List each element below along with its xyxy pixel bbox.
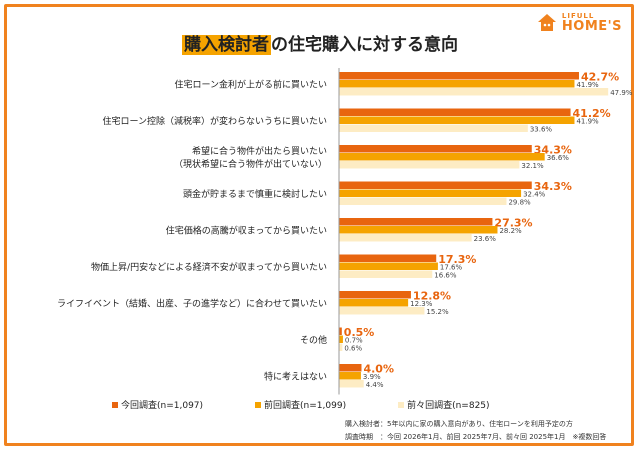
data-label: 41.2% — [573, 107, 611, 120]
bar-before-previous — [339, 124, 528, 132]
bar-previous — [339, 189, 522, 197]
legend-item-current: 今回調査(n=1,097) — [112, 398, 203, 411]
data-label: 41.9% — [576, 81, 599, 89]
legend-label-current: 今回調査(n=1,097) — [121, 401, 204, 411]
category-label: その他 — [300, 334, 327, 346]
bar-current — [339, 327, 342, 335]
data-label: 33.6% — [530, 126, 553, 134]
data-label: 36.6% — [547, 154, 570, 162]
title-highlight: 購入検討者 — [182, 35, 271, 55]
bar-previous — [339, 116, 575, 124]
data-label: 17.6% — [440, 264, 463, 272]
bar-current — [339, 364, 362, 372]
bar-previous — [339, 262, 438, 270]
chart-frame — [4, 4, 634, 446]
data-label: 3.9% — [363, 373, 381, 381]
bar-before-previous — [339, 234, 472, 242]
data-label: 27.3% — [494, 217, 532, 230]
note-survey-period: 調査時期 ：今回 2026年1月、前回 2025年7月、前々回 2025年1月 … — [345, 433, 607, 441]
category-label: 住宅ローン金利が上がる前に買いたい — [174, 78, 327, 90]
bar-current — [339, 108, 571, 116]
data-label: 15.2% — [426, 308, 449, 316]
data-label: 32.4% — [523, 191, 546, 199]
footnotes: 購入検討者：5年以内に家の購入意向があり、住宅ローンを利用予定の方 調査時期 ：… — [345, 418, 606, 444]
category-label: 物価上昇/円安などによる経済不安が収まってから買いたい — [91, 261, 327, 273]
bar-before-previous — [339, 343, 343, 351]
bar-previous — [339, 80, 575, 88]
bar-current — [339, 145, 532, 153]
brand-small: LIFULL — [561, 12, 595, 20]
data-label: 34.3% — [534, 180, 572, 193]
bar-current — [339, 72, 579, 80]
category-label: 住宅価格の高騰が収まってから買いたい — [166, 224, 327, 236]
brand-big: HOME'S — [561, 19, 622, 34]
bar-previous — [339, 299, 409, 307]
bar-current — [339, 181, 532, 189]
bar-current — [339, 218, 493, 226]
legend-label-previous: 前回調査(n=1,099) — [264, 401, 347, 411]
category-label: 特に考えはない — [264, 370, 327, 382]
data-label: 4.4% — [366, 381, 384, 389]
legend-swatch-current — [112, 401, 118, 408]
bar-previous — [339, 372, 361, 380]
category-label: （現状希望に合う物件が出ていない） — [174, 158, 327, 170]
category-label: 住宅ローン控除（減税率）が変わらないうちに買いたい — [102, 115, 327, 127]
data-label: 42.7% — [581, 71, 619, 84]
data-label: 32.1% — [521, 162, 544, 170]
data-label: 12.8% — [413, 290, 451, 303]
legend-swatch-previous — [255, 401, 262, 408]
data-label: 28.2% — [499, 227, 522, 235]
bar-before-previous — [339, 197, 507, 205]
category-label: 希望に合う物件が出たら買いたい — [192, 145, 327, 157]
data-label: 47.9% — [610, 89, 633, 97]
bar-previous — [339, 226, 498, 234]
bar-current — [339, 254, 437, 262]
data-label: 16.6% — [434, 272, 457, 280]
bar-before-previous — [339, 307, 425, 315]
title-rest: の住宅購入に対する意向 — [271, 35, 458, 55]
category-label: 頭金が貯まるまで慎重に検討したい — [183, 188, 327, 200]
data-label: 0.6% — [344, 345, 362, 353]
chart-title: 購入検討者 の住宅購入に対する意向 — [0, 30, 640, 55]
legend-item-previous: 前回調査(n=1,099) — [255, 398, 346, 411]
bar-before-previous — [339, 161, 520, 169]
legend-item-before-previous: 前々回調査(n=825) — [398, 398, 490, 411]
data-label: 4.0% — [363, 363, 394, 376]
bar-before-previous — [339, 270, 433, 278]
legend-swatch-before-previous — [398, 401, 405, 408]
bar-current — [339, 291, 411, 299]
data-label: 17.3% — [438, 253, 476, 266]
data-label: 41.9% — [576, 118, 599, 126]
data-label: 29.8% — [508, 199, 531, 207]
data-label: 12.3% — [410, 300, 433, 308]
note-respondents: 購入検討者：5年以内に家の購入意向があり、住宅ローンを利用予定の方 — [345, 420, 573, 428]
data-label: 0.5% — [344, 326, 375, 339]
legend-label-before-previous: 前々回調査(n=825) — [407, 401, 490, 411]
bar-before-previous — [339, 88, 609, 96]
bar-previous — [339, 335, 343, 343]
data-label: 0.7% — [345, 337, 363, 345]
data-label: 23.6% — [474, 235, 497, 243]
brand-logo: LIFULL HOME'S — [536, 10, 622, 36]
category-label: ライフイベント（結婚、出産、子の進学など）に合わせて買いたい — [57, 297, 327, 309]
bar-previous — [339, 153, 545, 161]
bar-before-previous — [339, 380, 364, 388]
legend: 今回調査(n=1,097) 前回調査(n=1,099) 前々回調査(n=825) — [112, 398, 490, 411]
house-icon — [537, 14, 556, 31]
